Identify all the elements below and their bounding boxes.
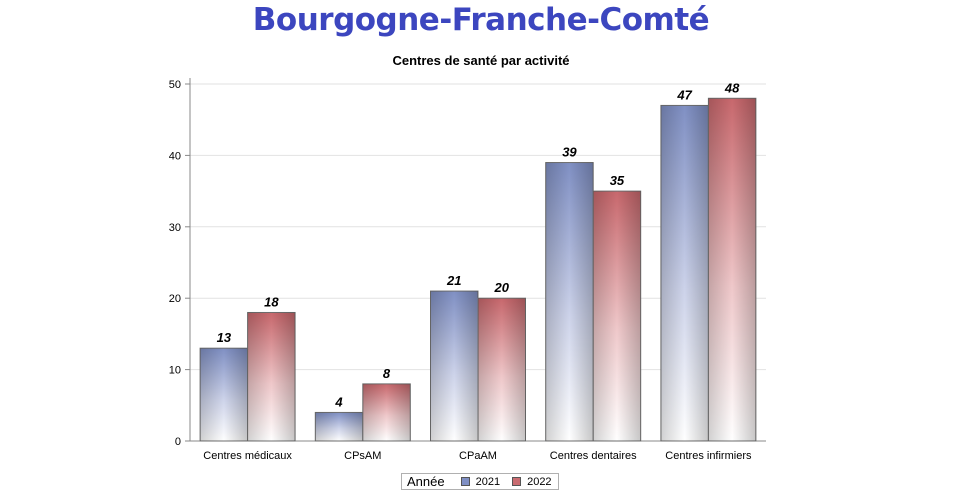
x-tick-label: Centres dentaires (550, 450, 637, 462)
bar-2022 (247, 311, 296, 442)
bar-2021 (660, 104, 709, 442)
bar-2022 (477, 297, 526, 442)
legend: Année 2021 2022 (401, 473, 559, 490)
legend-swatch-2021 (460, 477, 470, 486)
y-tick-label: 20 (169, 293, 181, 305)
data-label: 13 (217, 330, 232, 345)
bar-2022 (362, 383, 411, 442)
data-label: 39 (562, 145, 577, 160)
bar-2022 (592, 190, 642, 442)
legend-swatch-2022 (512, 477, 522, 486)
x-tick-label: Centres infirmiers (665, 450, 752, 462)
x-tick-label: CPsAM (344, 450, 381, 462)
legend-title: Année (407, 474, 445, 489)
y-tick-label: 30 (169, 222, 181, 234)
bar-2022 (707, 97, 757, 442)
data-label: 8 (383, 366, 391, 381)
legend-label-2022: 2022 (527, 475, 552, 488)
y-tick-label: 10 (169, 365, 181, 377)
legend-label-2021: 2021 (475, 475, 501, 488)
x-tick-label: Centres médicaux (203, 450, 292, 462)
legend-item-2022: 2022 (512, 475, 552, 488)
y-tick-label: 40 (169, 150, 181, 162)
bar-2021 (199, 347, 249, 442)
bar-2021 (545, 162, 594, 442)
chart-title: Centres de santé par activité (392, 53, 570, 68)
y-tick-label: 50 (169, 79, 181, 91)
data-label: 21 (446, 273, 461, 288)
bar-2021 (430, 290, 479, 442)
data-label: 48 (724, 80, 740, 95)
data-label: 4 (334, 394, 343, 409)
data-label: 35 (610, 173, 625, 188)
bar-2021 (314, 411, 364, 442)
x-tick-label: CPaAM (459, 450, 497, 462)
data-label: 47 (676, 87, 692, 102)
legend-item-2021: 2021 (460, 475, 501, 488)
data-label: 20 (494, 280, 510, 295)
bar-chart: 0 10 20 30 40 50 Centres médicaux CPsAM CPaAM Cen… (169, 78, 766, 462)
bars (199, 97, 757, 442)
page-title: Bourgogne-Franche-Comté (252, 2, 710, 38)
data-label: 18 (264, 294, 279, 309)
y-tick-label: 0 (175, 436, 181, 448)
